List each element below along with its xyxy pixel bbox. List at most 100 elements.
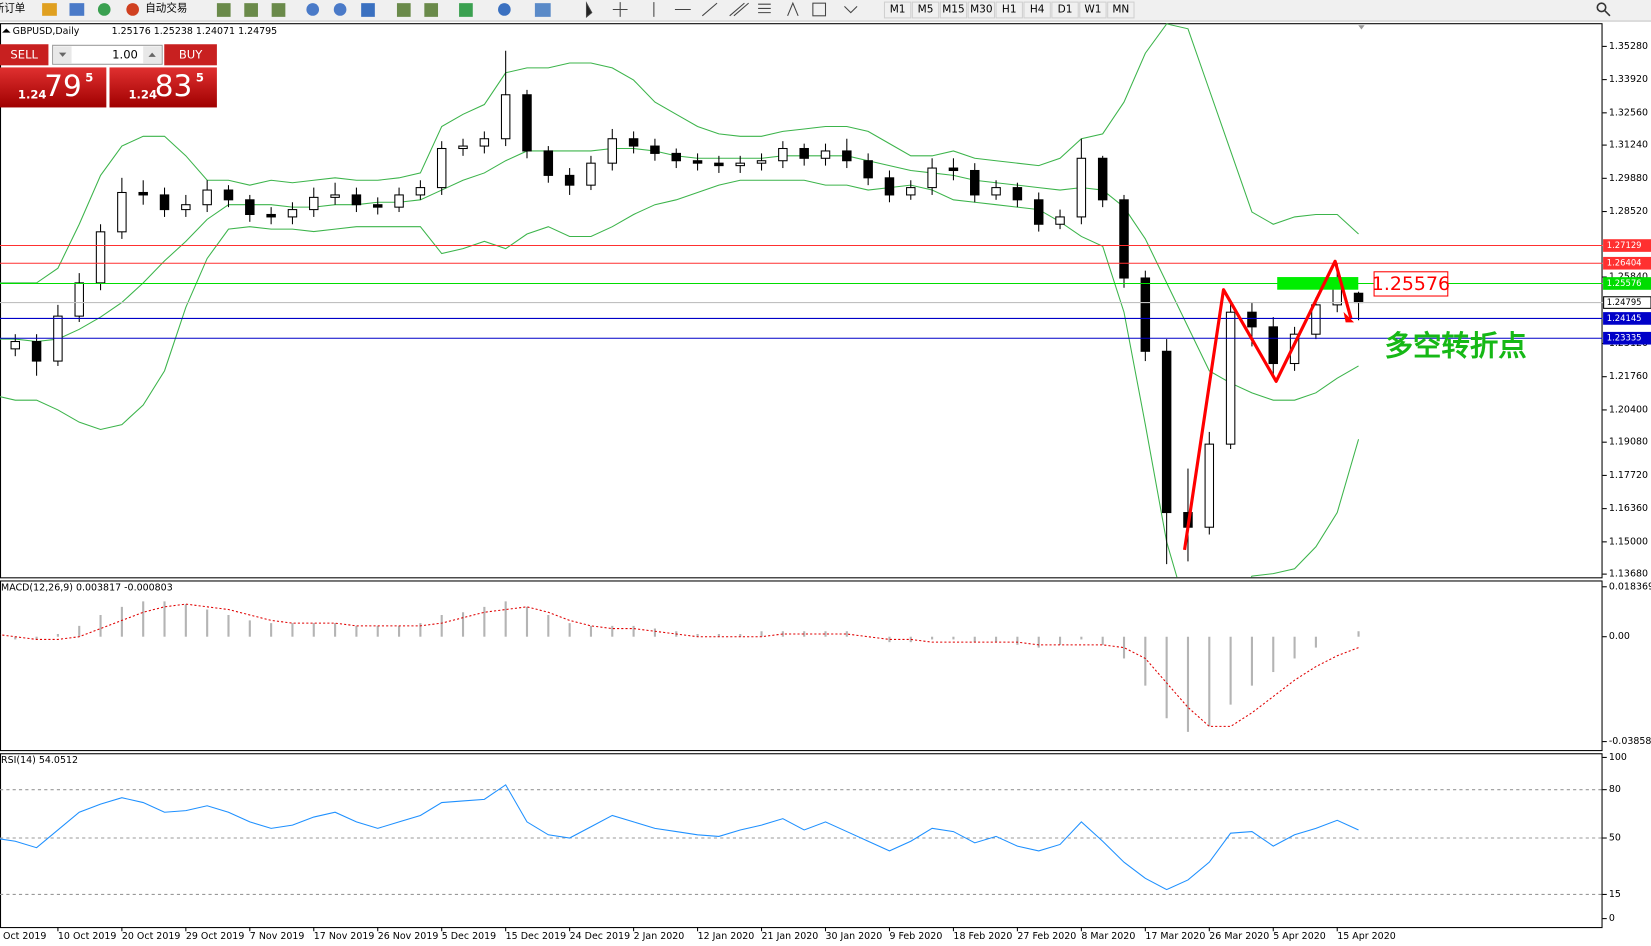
icon[interactable] [42, 3, 57, 16]
order-panel: SELL 1.00 BUY 1.24 79 5 1.24 83 5 [0, 44, 217, 108]
timeframe-button[interactable] [1079, 1, 1107, 19]
x-tick-label: 15 Apr 2020 [1337, 931, 1396, 942]
timeframe-label[interactable]: M15 [942, 3, 964, 15]
timeframe-label[interactable]: M30 [970, 3, 992, 15]
lot-field[interactable] [52, 44, 163, 65]
rsi-line [0, 784, 1359, 891]
price-tag [1603, 331, 1651, 345]
x-tick-label: 20 Oct 2019 [122, 931, 181, 942]
price-tag [1603, 277, 1651, 290]
y-tick-label: -0.038585 [1609, 736, 1651, 747]
candle-body [436, 147, 447, 189]
candle-body [31, 340, 42, 362]
cursor-tool[interactable] [585, 1, 593, 18]
collapse-icon[interactable] [2, 28, 11, 33]
timeframe-button[interactable] [1023, 1, 1051, 19]
y-tick-label: 1.31240 [1609, 140, 1648, 151]
sell-button[interactable] [0, 44, 49, 66]
candle-body [1140, 277, 1151, 352]
timeframe-button[interactable] [911, 1, 940, 19]
label-tool[interactable] [812, 2, 827, 17]
lot-value[interactable]: 1.00 [112, 47, 138, 61]
y-tick-label: 1.17720 [1609, 470, 1648, 481]
auto-trading[interactable]: 自动交易 [145, 1, 187, 14]
toolbar-icons [216, 3, 551, 17]
trendline-tool[interactable] [701, 2, 718, 17]
timeframe-label[interactable]: M1 [890, 3, 906, 15]
icon[interactable] [498, 3, 511, 16]
candle-body [181, 204, 191, 211]
buy-button[interactable] [164, 44, 217, 66]
icon[interactable] [333, 3, 347, 16]
x-tick-label: 30 Jan 2020 [826, 931, 883, 942]
zigzag-annotation [1182, 259, 1353, 551]
y-tick-label: 1.15000 [1609, 536, 1648, 547]
candle-body [159, 194, 170, 211]
shapes-tool[interactable] [844, 5, 858, 14]
icon[interactable] [424, 3, 439, 17]
icon[interactable] [459, 3, 473, 17]
candle-body [223, 189, 234, 201]
y-tick-label: 1.20400 [1609, 404, 1648, 415]
price-tag-label: 1.25576 [1607, 278, 1642, 288]
x-tick-label: 26 Mar 2020 [1209, 931, 1269, 942]
x-tick-label: 17 Nov 2019 [314, 931, 375, 942]
ask-box[interactable] [109, 67, 217, 108]
timeframe-label[interactable]: W1 [1084, 3, 1101, 15]
candle-body [1119, 199, 1129, 279]
timeframe-label[interactable]: H1 [1002, 3, 1017, 15]
sell-label[interactable]: SELL [10, 47, 38, 61]
x-tick-label: 9 Feb 2020 [889, 931, 942, 942]
icon[interactable] [306, 3, 320, 16]
candle-body [1055, 216, 1065, 225]
icon[interactable] [396, 3, 411, 17]
timeframe-button[interactable] [1107, 1, 1135, 19]
icon[interactable] [126, 3, 139, 16]
price-tag [1603, 312, 1651, 325]
candle-body [95, 231, 106, 284]
timeframe-label[interactable]: H4 [1030, 3, 1045, 15]
fibo-tool[interactable] [758, 3, 771, 14]
timeframe-button[interactable] [1051, 1, 1079, 19]
candle-body [692, 160, 703, 164]
icon[interactable] [271, 3, 286, 17]
candle-body [991, 187, 1001, 196]
search-icon[interactable] [1596, 2, 1607, 13]
x-tick-label: 8 Mar 2020 [1081, 931, 1135, 942]
bid-box[interactable] [0, 67, 107, 108]
candle-body [863, 160, 873, 179]
rsi-frame [0, 753, 1603, 929]
icon[interactable] [216, 3, 231, 17]
candle-body [1268, 326, 1278, 365]
icon[interactable] [97, 3, 111, 16]
timeframe-button[interactable] [967, 1, 996, 19]
timeframe-label[interactable]: M5 [918, 3, 934, 15]
candle-body [820, 150, 831, 159]
text-tool[interactable] [787, 1, 799, 17]
timeframe-button[interactable] [939, 1, 968, 19]
icon[interactable] [361, 3, 375, 17]
timeframe-button[interactable] [883, 1, 912, 19]
timeframe-label[interactable]: D1 [1058, 3, 1073, 15]
candle-body [1225, 311, 1236, 445]
timeframe-button[interactable] [995, 1, 1023, 19]
candle-body [735, 162, 745, 167]
icon[interactable] [534, 3, 551, 17]
candle-body [628, 138, 639, 147]
rsi-title: RSI(14) 54.0512 [1, 755, 78, 766]
x-tick-label: 21 Jan 2020 [762, 931, 819, 942]
ask-pips: 83 [155, 69, 192, 103]
symbol-ohlc: 1.25176 1.25238 1.24071 1.24795 [112, 26, 278, 37]
macd-plot [0, 601, 1360, 732]
crosshair-tool[interactable] [612, 2, 628, 17]
price-tag [1603, 296, 1651, 309]
icon[interactable] [69, 3, 85, 16]
icon[interactable] [244, 3, 258, 17]
x-tick-label: 5 Dec 2019 [442, 931, 496, 942]
channel-tool[interactable] [729, 2, 749, 17]
buy-label[interactable]: BUY [179, 47, 203, 61]
candle-body [287, 209, 298, 218]
new-order[interactable]: 新订单 [0, 1, 25, 14]
timeframe-label[interactable]: MN [1112, 3, 1129, 15]
